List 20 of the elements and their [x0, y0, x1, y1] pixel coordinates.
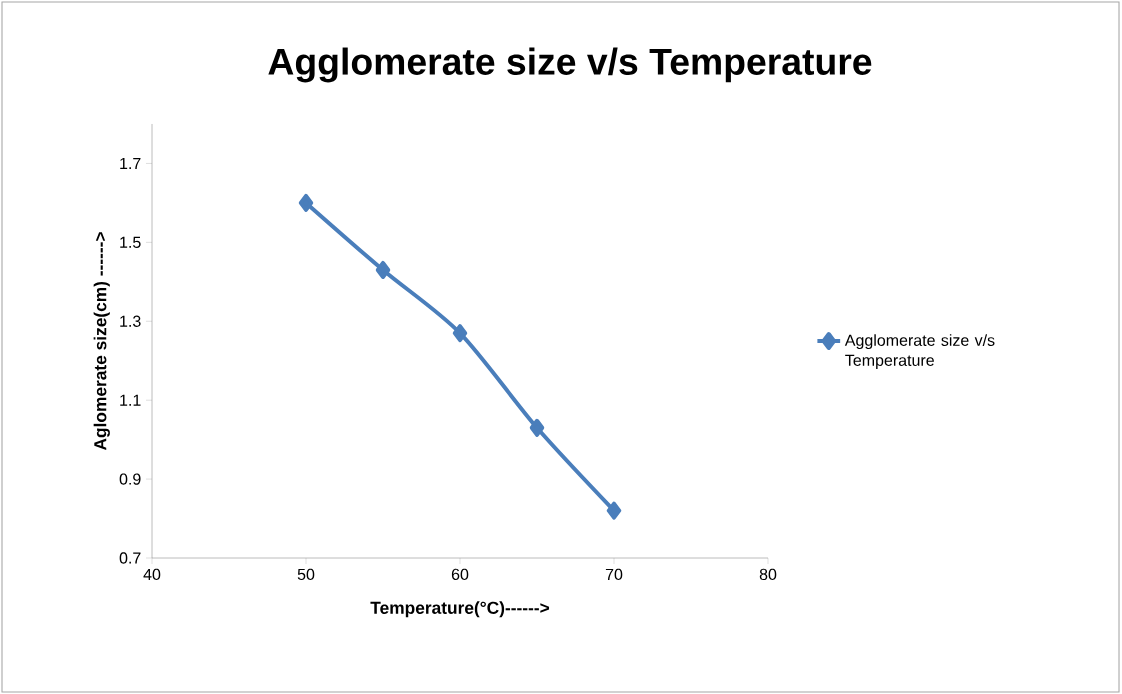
point	[606, 501, 622, 520]
x-tick-label: 80	[759, 568, 777, 581]
legend-label: Agglomerate size v/s Temperature	[844, 334, 995, 370]
y-tick-label: 0.7	[119, 552, 141, 564]
y-tick-label: 1.7	[120, 157, 141, 169]
y-tick-label: 0.9	[119, 473, 141, 485]
x-tick-label: 70	[605, 568, 623, 581]
x-tick-label: 50	[297, 568, 315, 581]
x-axis-title: Temperature(°C)------>	[370, 601, 550, 618]
point	[529, 418, 545, 437]
y-tick-label: 1.1	[120, 394, 141, 406]
point	[298, 193, 314, 212]
chart-title: Agglomerate size v/s Temperature	[268, 47, 872, 83]
point	[452, 324, 468, 343]
point	[375, 260, 391, 279]
x-tick-label: 60	[451, 568, 469, 581]
x-tick-label: 40	[143, 568, 161, 581]
y-tick-label: 1.5	[120, 236, 141, 248]
y-tick-label: 1.3	[120, 315, 141, 327]
y-axis-title: Aglomerate size(cm) ------>	[93, 232, 110, 451]
